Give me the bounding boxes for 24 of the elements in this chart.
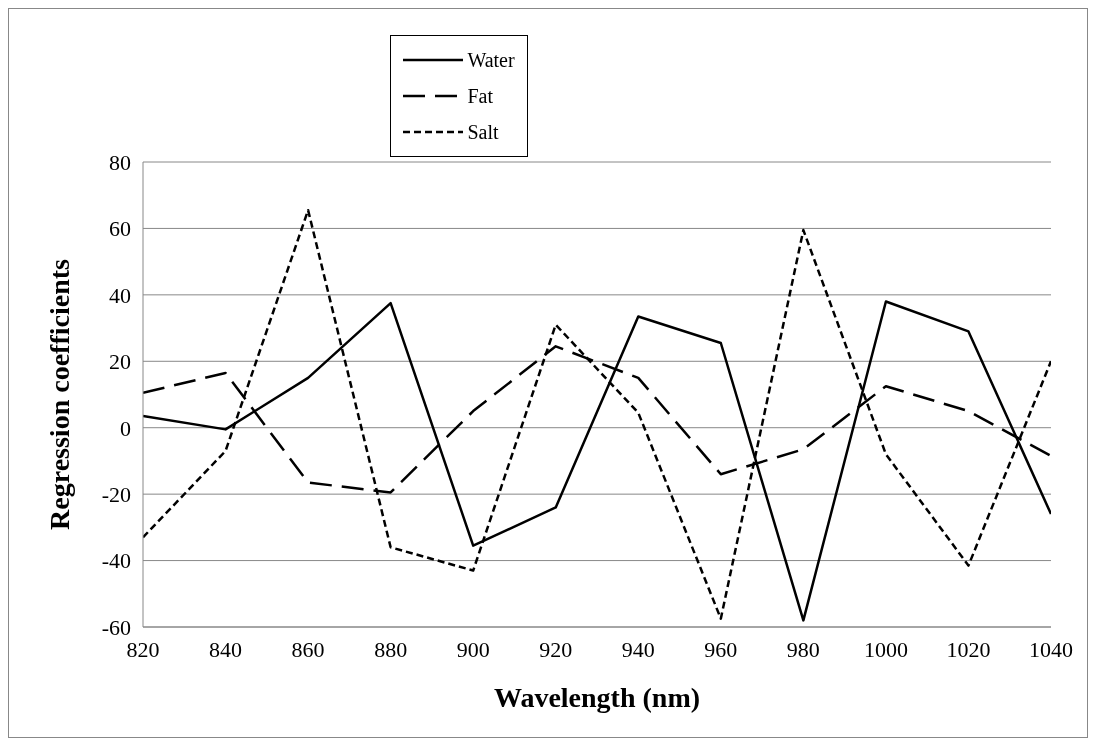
legend-label: Water (467, 48, 515, 72)
line-series (143, 208, 1051, 620)
y-axis-title: Regression coefficients (43, 258, 75, 530)
y-tick-label: 20 (109, 349, 131, 375)
x-tick-label: 980 (786, 636, 820, 662)
y-tick-label: 40 (109, 282, 131, 308)
x-tick-label: 1020 (946, 636, 991, 662)
x-tick-label: 1040 (1029, 636, 1073, 662)
y-tick-label: 80 (109, 149, 131, 175)
legend-label: Salt (467, 120, 499, 144)
y-tick-label: 0 (120, 415, 131, 441)
x-tick-label: 860 (291, 636, 325, 662)
y-tick-label: 60 (109, 216, 131, 242)
legend-label: Fat (467, 84, 493, 108)
x-tick-label: 880 (374, 636, 408, 662)
x-tick-label: 900 (456, 636, 490, 662)
y-tick-label: -40 (101, 548, 131, 574)
y-tick-label: -20 (101, 481, 131, 507)
x-tick-label: 960 (704, 636, 738, 662)
x-tick-label: 940 (621, 636, 655, 662)
x-tick-label: 840 (209, 636, 243, 662)
x-tick-label: 920 (539, 636, 573, 662)
x-tick-label: 1000 (863, 636, 908, 662)
x-axis-title: Wavelength (nm) (493, 682, 701, 713)
